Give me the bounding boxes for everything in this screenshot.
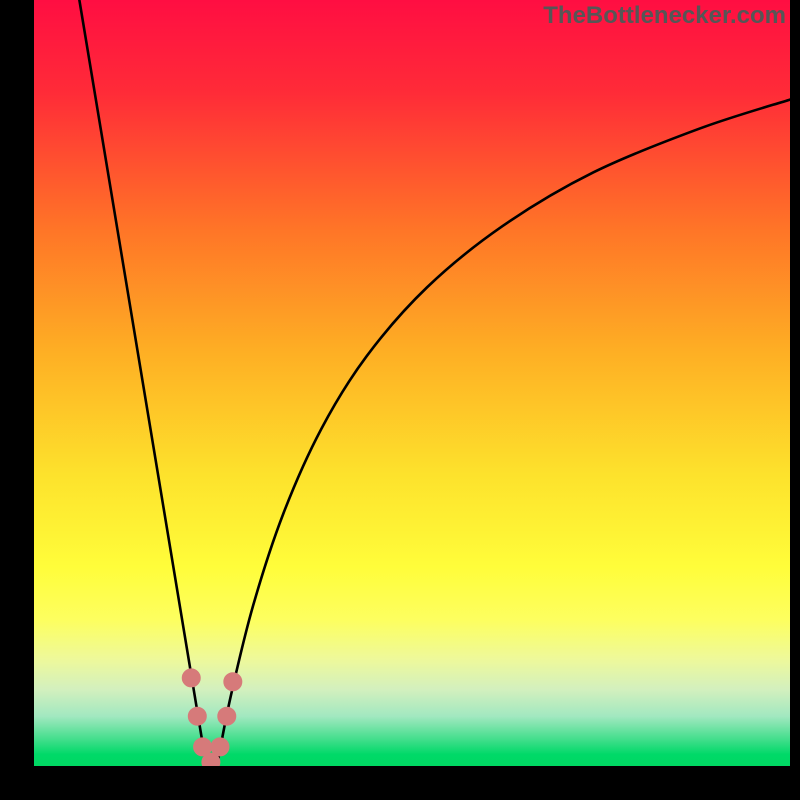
valley-marker xyxy=(188,707,206,725)
valley-marker xyxy=(211,738,229,756)
curve-left xyxy=(79,0,206,766)
plot-area xyxy=(34,0,790,766)
valley-marker xyxy=(182,669,200,687)
valley-markers xyxy=(182,669,242,766)
valley-marker xyxy=(224,673,242,691)
valley-marker xyxy=(218,707,236,725)
bottleneck-curves xyxy=(34,0,790,766)
curve-right xyxy=(217,100,790,766)
watermark-text: TheBottlenecker.com xyxy=(543,2,786,30)
